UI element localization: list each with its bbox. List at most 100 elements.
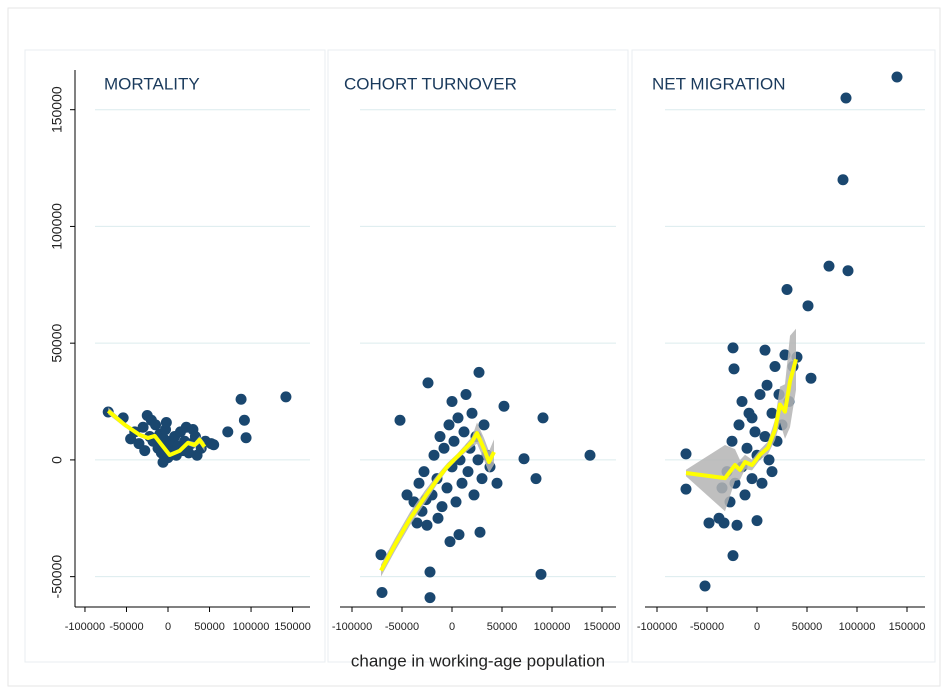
point	[731, 519, 743, 531]
x-axis-label: change in working-age population	[351, 651, 605, 670]
x-tick-label: 50000	[487, 621, 518, 633]
point	[805, 372, 817, 384]
confidence-band	[381, 422, 494, 577]
point	[238, 414, 250, 426]
point	[460, 389, 472, 401]
x-tick-label: 100000	[839, 621, 876, 633]
point	[840, 92, 852, 104]
point	[727, 550, 739, 562]
panel	[24, 49, 326, 663]
point	[422, 377, 434, 389]
point	[394, 414, 406, 426]
point	[222, 426, 234, 438]
point	[703, 517, 715, 529]
point	[754, 389, 766, 401]
x-tick-label: 150000	[889, 621, 926, 633]
point	[448, 435, 460, 447]
point	[699, 580, 711, 592]
point	[424, 566, 436, 578]
x-tick-label: -50000	[385, 621, 419, 633]
x-tick-label: 50000	[792, 621, 823, 633]
point	[751, 515, 763, 527]
point	[421, 519, 433, 531]
point	[759, 431, 771, 443]
x-tick-label: -50000	[109, 621, 143, 633]
panel-title: COHORT TURNOVER	[344, 74, 517, 93]
point	[749, 426, 761, 438]
point	[428, 449, 440, 461]
point	[727, 342, 739, 354]
smooth-line	[106, 409, 207, 458]
x-tick-label: 0	[165, 621, 171, 633]
point	[280, 391, 292, 403]
point	[160, 417, 172, 429]
smooth-line	[685, 358, 798, 481]
x-tick-label: -50000	[690, 621, 724, 633]
smooth-line	[379, 431, 496, 572]
point	[472, 454, 484, 466]
y-tick-label: 150000	[49, 86, 65, 133]
point	[466, 407, 478, 419]
point	[418, 466, 430, 478]
point	[842, 265, 854, 277]
point	[424, 592, 436, 604]
x-tick-label: 50000	[194, 621, 225, 633]
point	[208, 439, 220, 451]
point	[491, 477, 503, 489]
point	[769, 361, 781, 373]
point	[441, 482, 453, 494]
point	[438, 442, 450, 454]
point	[746, 473, 758, 485]
point	[680, 448, 692, 460]
point	[680, 483, 692, 495]
point	[739, 489, 751, 501]
x-tick-label: 100000	[233, 621, 270, 633]
point	[474, 526, 486, 538]
y-tick-label: 100000	[49, 203, 65, 250]
point	[235, 393, 247, 405]
point	[157, 456, 169, 468]
point	[478, 419, 490, 431]
y-tick-label: -50000	[49, 555, 65, 599]
point	[733, 419, 745, 431]
point	[728, 363, 740, 375]
point	[462, 466, 474, 478]
point	[240, 432, 252, 444]
point	[761, 379, 773, 391]
point	[498, 400, 510, 412]
point	[443, 419, 455, 431]
x-tick-label: -100000	[65, 621, 105, 633]
point	[802, 300, 814, 312]
point	[139, 445, 151, 457]
point	[718, 517, 730, 529]
point	[444, 536, 456, 548]
point	[401, 489, 413, 501]
y-tick-label: 50000	[49, 323, 65, 362]
point	[781, 283, 793, 295]
panel-title: NET MIGRATION	[652, 74, 786, 93]
point	[746, 412, 758, 424]
point	[411, 517, 423, 529]
point	[756, 477, 768, 489]
y-tick-label: 0	[49, 456, 65, 464]
point	[458, 426, 470, 438]
point	[453, 529, 465, 541]
point	[891, 71, 903, 83]
point	[375, 549, 387, 561]
point	[535, 568, 547, 580]
x-tick-label: 0	[449, 621, 455, 633]
point	[726, 435, 738, 447]
point	[584, 449, 596, 461]
point	[530, 473, 542, 485]
point	[446, 396, 458, 408]
point	[436, 501, 448, 513]
point	[137, 421, 149, 433]
point	[432, 512, 444, 524]
confidence-band	[686, 328, 796, 512]
point	[473, 366, 485, 378]
point	[741, 442, 753, 454]
point	[823, 260, 835, 272]
point	[766, 466, 778, 478]
point	[518, 453, 530, 465]
